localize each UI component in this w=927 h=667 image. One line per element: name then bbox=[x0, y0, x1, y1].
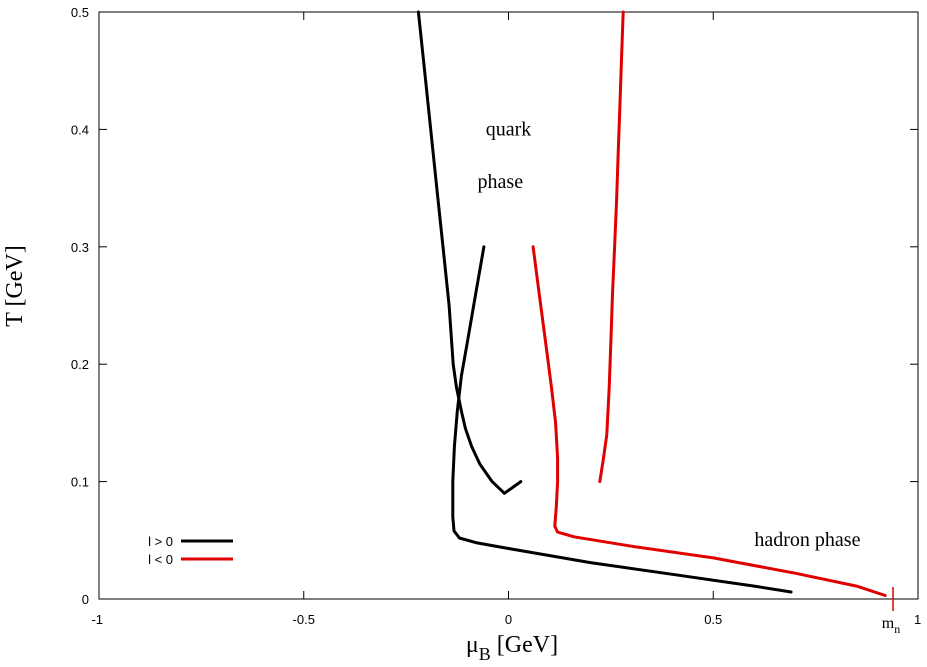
series-l-negative-curve-1 bbox=[598, 10, 625, 484]
legend-label: l > 0 bbox=[148, 534, 173, 549]
x-tick-label: 0.5 bbox=[704, 612, 722, 627]
mn-marker-label-main: m bbox=[882, 615, 895, 632]
x-tick-label: 0 bbox=[505, 612, 512, 627]
annotation: hadron phase bbox=[754, 529, 860, 551]
series-layer bbox=[181, 10, 894, 611]
x-axis-label-unit: [GeV] bbox=[491, 632, 558, 658]
series-l-negative-curve-2 bbox=[531, 245, 887, 597]
x-tick-label: 1 bbox=[914, 612, 921, 627]
mn-marker-label-subscript: n bbox=[894, 622, 900, 636]
legend-label: l < 0 bbox=[148, 552, 173, 567]
y-tick-label: 0.5 bbox=[71, 5, 89, 20]
series-l-positive-curve-1 bbox=[416, 10, 523, 495]
x-axis-label-main: μ bbox=[466, 632, 479, 658]
x-axis-label-subscript: B bbox=[479, 644, 491, 664]
y-tick-label: 0.2 bbox=[71, 357, 89, 372]
mn-marker-label: mn bbox=[882, 615, 900, 636]
y-tick-label: 0 bbox=[82, 592, 89, 607]
x-tick-label: -1 bbox=[91, 612, 103, 627]
y-tick-label: 0.1 bbox=[71, 475, 89, 490]
annotation: quark bbox=[486, 118, 532, 140]
x-tick-label: -0.5 bbox=[293, 612, 315, 627]
x-axis-label: μB [GeV] bbox=[466, 632, 558, 664]
series-l-positive-curve-2 bbox=[451, 245, 793, 594]
y-tick-label: 0.3 bbox=[71, 240, 89, 255]
y-tick-label: 0.4 bbox=[71, 122, 89, 137]
text-layer: T [GeV] μB [GeV] -1 -0.5 0 0.5 1 0 0.1 0.2 0.3 0.… bbox=[2, 5, 921, 664]
y-axis-label: T [GeV] bbox=[2, 245, 28, 327]
plot-area bbox=[98, 11, 919, 600]
annotation: phase bbox=[478, 171, 524, 193]
plot-frame bbox=[98, 11, 919, 600]
